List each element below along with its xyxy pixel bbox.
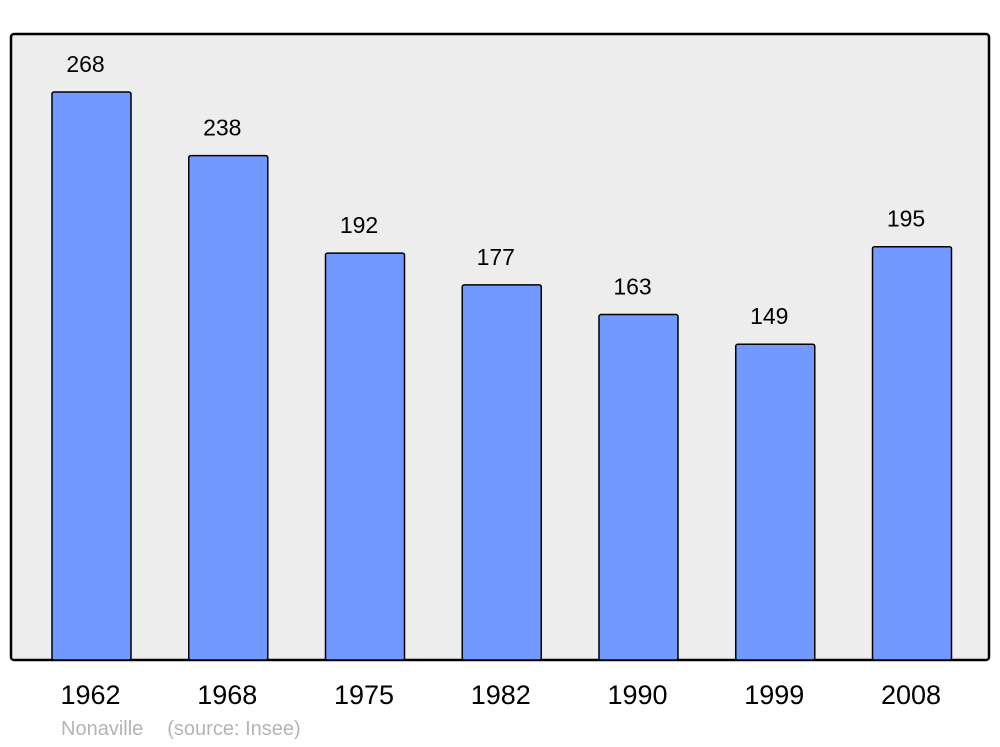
x-tick-label-1982: 1982 <box>471 680 531 710</box>
chart-footer: Nonaville (source: Insee) <box>61 718 325 741</box>
data-label-2008: 195 <box>887 206 925 232</box>
bar-1975 <box>324 252 406 661</box>
x-tick-label-1968: 1968 <box>197 680 257 710</box>
bar-2008 <box>871 245 953 661</box>
data-label-1982: 177 <box>477 244 515 270</box>
footer-place: Nonaville <box>61 718 144 740</box>
data-label-1962: 268 <box>66 51 104 77</box>
data-label-1999: 149 <box>750 303 788 329</box>
bar-1962 <box>51 91 132 661</box>
x-tick-label-1975: 1975 <box>334 680 394 710</box>
x-tick-label-2008: 2008 <box>881 680 941 710</box>
bar-1999 <box>735 343 816 661</box>
data-label-1968: 238 <box>203 115 241 141</box>
bar-1982 <box>461 284 542 661</box>
x-tick-label-1990: 1990 <box>607 680 667 710</box>
footer-source: (source: Insee) <box>167 718 301 740</box>
x-tick-label-1999: 1999 <box>744 680 804 710</box>
bar-1968 <box>188 154 269 661</box>
x-tick-label-1962: 1962 <box>60 680 120 710</box>
bar-1990 <box>598 313 679 661</box>
data-label-1990: 163 <box>613 274 651 300</box>
data-label-1975: 192 <box>340 212 378 238</box>
